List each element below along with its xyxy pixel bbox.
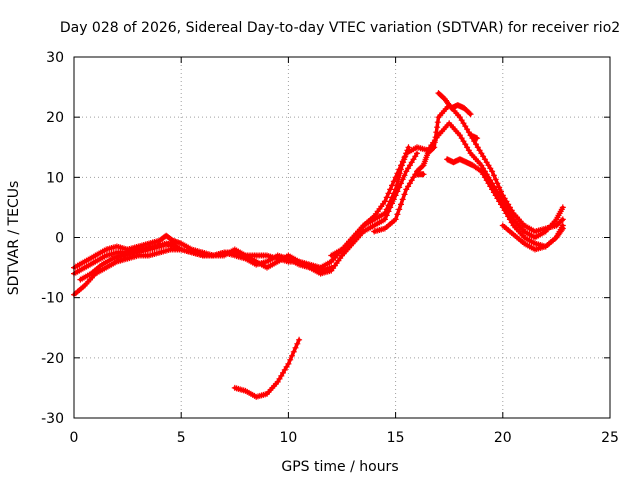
y-tick-label: -10 (41, 291, 64, 307)
data-point (292, 344, 299, 351)
data-point (559, 222, 566, 229)
data-point (430, 145, 437, 152)
x-tick-label: 10 (279, 430, 297, 446)
series-track-f (371, 102, 566, 235)
data-point (485, 180, 492, 187)
series-track-g (435, 90, 474, 118)
data-point (420, 171, 427, 178)
data-point (400, 159, 407, 166)
data-point (289, 352, 295, 359)
data-layer (71, 90, 566, 400)
data-point (398, 201, 404, 208)
data-point (402, 153, 409, 160)
y-axis-label: SDTVAR / TECUs (6, 181, 22, 296)
data-point (434, 119, 441, 126)
data-point (473, 141, 479, 148)
data-point (394, 211, 401, 218)
data-point (285, 360, 292, 367)
data-point (396, 170, 403, 177)
data-point (432, 134, 439, 141)
data-point (294, 340, 301, 347)
axis-ticks: 0 5 10 15 20 25 -30 -20 -10 0 10 20 30 (41, 50, 619, 446)
data-point (328, 264, 335, 271)
data-point (290, 348, 297, 355)
data-point (381, 210, 388, 217)
data-point (490, 172, 497, 179)
data-point (559, 204, 566, 211)
data-point (387, 198, 394, 205)
data-point (385, 190, 392, 197)
series-track-i (467, 132, 481, 142)
data-point (296, 336, 303, 343)
data-point (492, 176, 499, 183)
y-tick-label: 30 (46, 50, 64, 66)
data-point (474, 135, 481, 142)
data-point (399, 176, 406, 183)
data-point (383, 206, 390, 213)
series-track-l (231, 336, 303, 400)
data-point (559, 216, 566, 223)
y-tick-label: 20 (46, 110, 64, 126)
y-tick-label: 10 (46, 170, 64, 186)
series-track-d (77, 240, 180, 283)
y-tick-label: -20 (41, 351, 64, 367)
data-point (173, 243, 180, 250)
data-point (401, 156, 408, 163)
data-point (558, 217, 565, 224)
data-point (387, 186, 394, 193)
data-point (393, 182, 400, 189)
x-tick-label: 0 (70, 430, 79, 446)
data-point (399, 196, 406, 203)
data-point (389, 194, 395, 201)
data-point (433, 129, 440, 136)
data-point (506, 216, 513, 223)
data-point (381, 198, 388, 205)
x-tick-label: 15 (387, 430, 405, 446)
y-tick-label: -30 (41, 411, 64, 427)
x-axis-label: GPS time / hours (281, 459, 398, 475)
series-track-j (414, 171, 427, 178)
data-point (414, 150, 420, 157)
data-point (401, 191, 408, 198)
data-point (405, 144, 412, 151)
data-point (466, 110, 473, 117)
data-point (498, 188, 504, 195)
data-point (392, 216, 399, 223)
data-point (431, 139, 438, 146)
grid (74, 57, 610, 418)
series-track-k (499, 222, 566, 253)
data-point (401, 172, 408, 179)
data-point (399, 162, 405, 169)
x-tick-label: 5 (177, 430, 186, 446)
x-tick-label: 20 (494, 430, 512, 446)
data-point (462, 141, 469, 148)
data-point (394, 178, 401, 185)
data-point (494, 180, 501, 187)
x-tick-label: 25 (601, 430, 619, 446)
data-point (395, 174, 402, 181)
data-point (396, 206, 403, 213)
data-point (489, 168, 496, 175)
data-point (385, 202, 392, 209)
data-point (434, 124, 441, 131)
data-point (467, 111, 474, 118)
series-track-c (71, 246, 335, 298)
data-point (431, 144, 438, 151)
series-track-e (328, 144, 412, 259)
data-point (405, 183, 412, 190)
y-tick-label: 0 (55, 231, 64, 247)
chart-title: Day 028 of 2026, Sidereal Day-to-day VTE… (60, 20, 620, 36)
data-point (383, 194, 390, 201)
data-point (496, 184, 503, 191)
data-point (390, 190, 397, 197)
data-point (398, 166, 404, 173)
data-point (403, 150, 410, 157)
data-point (381, 216, 388, 223)
data-point (392, 186, 399, 193)
data-point (404, 147, 411, 154)
series-line (329, 145, 411, 258)
data-point (287, 356, 294, 363)
series-line (233, 338, 301, 399)
